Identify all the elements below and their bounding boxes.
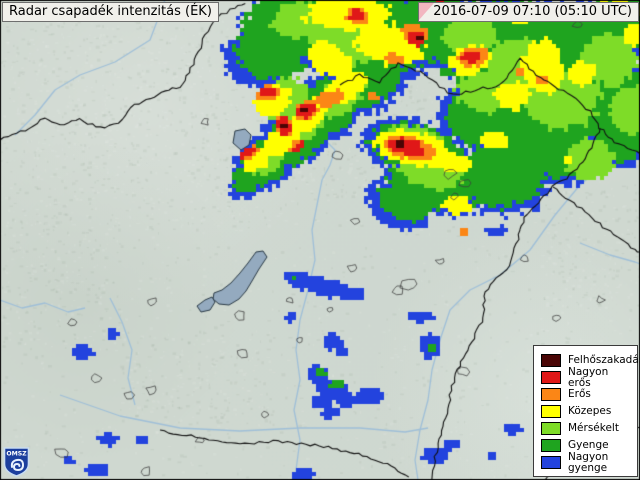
legend-label: Mérsékelt bbox=[568, 422, 619, 434]
legend-row: Erős bbox=[541, 386, 633, 403]
legend-label: Közepes bbox=[568, 405, 612, 417]
legend-row: Gyenge bbox=[541, 437, 633, 454]
page-title-label: Radar csapadék intenzitás (ÉK) bbox=[9, 4, 212, 19]
legend-row: Közepes bbox=[541, 403, 633, 420]
legend-label: Nagyon gyenge bbox=[568, 450, 609, 474]
legend-swatch bbox=[541, 354, 561, 367]
legend-swatch bbox=[541, 405, 561, 418]
legend-label: Nagyon erős bbox=[568, 365, 609, 389]
legend-swatch bbox=[541, 371, 561, 384]
omsz-logo: OMSZ bbox=[3, 447, 30, 477]
legend-rows: Felhőszakadás Nagyon erős Erős Közepes Mérsé… bbox=[541, 352, 640, 474]
timestamp-box-corner-artifact bbox=[419, 3, 435, 20]
legend-label: Gyenge bbox=[568, 439, 609, 451]
legend-swatch bbox=[541, 456, 561, 469]
legend-row: Felhőszakadás bbox=[541, 352, 640, 369]
legend-label: Felhőszakadás bbox=[568, 354, 640, 366]
timestamp-box: 2016-07-09 07:10 (05:10 UTC) bbox=[418, 2, 639, 22]
legend-swatch bbox=[541, 422, 561, 435]
legend-swatch bbox=[541, 439, 561, 452]
legend-swatch bbox=[541, 388, 561, 401]
logo-text: OMSZ bbox=[6, 451, 27, 458]
legend-row: Nagyon erős bbox=[541, 365, 633, 389]
legend-row: Nagyon gyenge bbox=[541, 450, 633, 474]
logo-wave-icon bbox=[10, 458, 25, 472]
intensity-legend: Felhőszakadás Nagyon erős Erős Közepes Mérsé… bbox=[533, 345, 640, 477]
legend-row: Mérsékelt bbox=[541, 420, 633, 437]
legend-label: Erős bbox=[568, 388, 591, 400]
page-title: Radar csapadék intenzitás (ÉK) bbox=[2, 2, 219, 22]
timestamp-label: 2016-07-09 07:10 (05:10 UTC) bbox=[433, 4, 632, 19]
